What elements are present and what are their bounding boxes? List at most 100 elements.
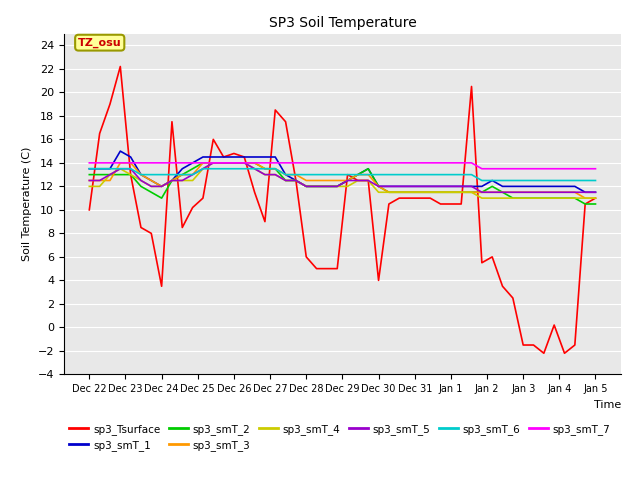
sp3_smT_6 bbox=[550, 178, 558, 183]
sp3_Tsurface bbox=[436, 201, 444, 207]
sp3_smT_4 bbox=[333, 183, 341, 189]
sp3_smT_1 bbox=[550, 183, 558, 189]
sp3_smT_1 bbox=[179, 166, 186, 172]
sp3_smT_7 bbox=[519, 166, 527, 172]
sp3_smT_4 bbox=[323, 183, 331, 189]
sp3_smT_5 bbox=[158, 183, 166, 189]
sp3_smT_2 bbox=[189, 166, 196, 172]
sp3_smT_7 bbox=[179, 160, 186, 166]
Line: sp3_smT_1: sp3_smT_1 bbox=[90, 151, 595, 192]
sp3_smT_1 bbox=[127, 154, 134, 160]
sp3_smT_6 bbox=[333, 172, 341, 178]
sp3_smT_3 bbox=[488, 190, 496, 195]
sp3_smT_4 bbox=[458, 190, 465, 195]
sp3_smT_2 bbox=[168, 178, 176, 183]
sp3_Tsurface bbox=[488, 254, 496, 260]
sp3_smT_4 bbox=[86, 183, 93, 189]
sp3_smT_4 bbox=[137, 178, 145, 183]
sp3_smT_6 bbox=[468, 172, 476, 178]
sp3_smT_1 bbox=[509, 183, 516, 189]
sp3_Tsurface bbox=[364, 178, 372, 183]
sp3_smT_2 bbox=[374, 183, 382, 189]
sp3_smT_7 bbox=[374, 160, 382, 166]
sp3_smT_3 bbox=[230, 160, 238, 166]
sp3_smT_7 bbox=[488, 166, 496, 172]
sp3_smT_7 bbox=[540, 166, 548, 172]
sp3_smT_1 bbox=[271, 154, 279, 160]
sp3_smT_5 bbox=[581, 190, 589, 195]
sp3_smT_3 bbox=[220, 160, 227, 166]
Line: sp3_smT_7: sp3_smT_7 bbox=[90, 163, 595, 169]
sp3_smT_1 bbox=[303, 183, 310, 189]
sp3_Tsurface bbox=[96, 131, 104, 136]
sp3_smT_3 bbox=[209, 160, 217, 166]
sp3_smT_2 bbox=[96, 172, 104, 178]
sp3_smT_5 bbox=[168, 178, 176, 183]
sp3_smT_1 bbox=[406, 183, 413, 189]
sp3_Tsurface bbox=[374, 277, 382, 283]
sp3_Tsurface bbox=[396, 195, 403, 201]
sp3_smT_1 bbox=[591, 190, 599, 195]
sp3_smT_6 bbox=[86, 166, 93, 172]
sp3_smT_6 bbox=[447, 172, 454, 178]
sp3_smT_5 bbox=[426, 183, 434, 189]
sp3_smT_6 bbox=[158, 172, 166, 178]
sp3_smT_7 bbox=[127, 160, 134, 166]
sp3_Tsurface bbox=[220, 154, 227, 160]
sp3_smT_1 bbox=[209, 154, 217, 160]
sp3_smT_3 bbox=[530, 190, 538, 195]
sp3_smT_4 bbox=[540, 195, 548, 201]
sp3_Tsurface bbox=[354, 178, 362, 183]
sp3_smT_3 bbox=[519, 190, 527, 195]
sp3_smT_3 bbox=[199, 160, 207, 166]
sp3_smT_7 bbox=[116, 160, 124, 166]
sp3_smT_5 bbox=[96, 178, 104, 183]
sp3_smT_7 bbox=[271, 160, 279, 166]
sp3_smT_1 bbox=[385, 183, 393, 189]
sp3_smT_4 bbox=[261, 172, 269, 178]
sp3_Tsurface bbox=[519, 342, 527, 348]
sp3_Tsurface bbox=[333, 266, 341, 272]
sp3_smT_7 bbox=[436, 160, 444, 166]
sp3_smT_2 bbox=[116, 172, 124, 178]
sp3_smT_3 bbox=[499, 190, 506, 195]
sp3_Tsurface bbox=[282, 119, 289, 125]
sp3_smT_5 bbox=[313, 183, 321, 189]
sp3_smT_6 bbox=[241, 166, 248, 172]
sp3_smT_4 bbox=[447, 190, 454, 195]
sp3_smT_1 bbox=[241, 154, 248, 160]
sp3_smT_6 bbox=[364, 172, 372, 178]
sp3_smT_6 bbox=[168, 172, 176, 178]
sp3_smT_4 bbox=[209, 160, 217, 166]
sp3_smT_6 bbox=[571, 178, 579, 183]
sp3_smT_1 bbox=[168, 178, 176, 183]
sp3_smT_1 bbox=[251, 154, 259, 160]
sp3_smT_5 bbox=[354, 178, 362, 183]
sp3_smT_1 bbox=[106, 166, 114, 172]
sp3_smT_7 bbox=[137, 160, 145, 166]
sp3_smT_3 bbox=[282, 172, 289, 178]
sp3_smT_7 bbox=[168, 160, 176, 166]
sp3_smT_3 bbox=[540, 190, 548, 195]
sp3_smT_3 bbox=[550, 190, 558, 195]
sp3_smT_2 bbox=[86, 172, 93, 178]
sp3_smT_3 bbox=[458, 190, 465, 195]
sp3_smT_7 bbox=[416, 160, 424, 166]
sp3_smT_5 bbox=[499, 190, 506, 195]
sp3_smT_5 bbox=[282, 178, 289, 183]
sp3_smT_1 bbox=[199, 154, 207, 160]
sp3_Tsurface bbox=[313, 266, 321, 272]
sp3_Tsurface bbox=[406, 195, 413, 201]
sp3_smT_1 bbox=[447, 183, 454, 189]
sp3_smT_4 bbox=[116, 166, 124, 172]
sp3_Tsurface bbox=[550, 322, 558, 328]
sp3_Tsurface bbox=[271, 107, 279, 113]
sp3_smT_1 bbox=[396, 183, 403, 189]
sp3_smT_1 bbox=[86, 166, 93, 172]
sp3_smT_2 bbox=[509, 195, 516, 201]
sp3_smT_6 bbox=[313, 172, 321, 178]
sp3_smT_5 bbox=[261, 172, 269, 178]
sp3_smT_6 bbox=[530, 178, 538, 183]
sp3_smT_3 bbox=[137, 172, 145, 178]
sp3_smT_3 bbox=[96, 178, 104, 183]
